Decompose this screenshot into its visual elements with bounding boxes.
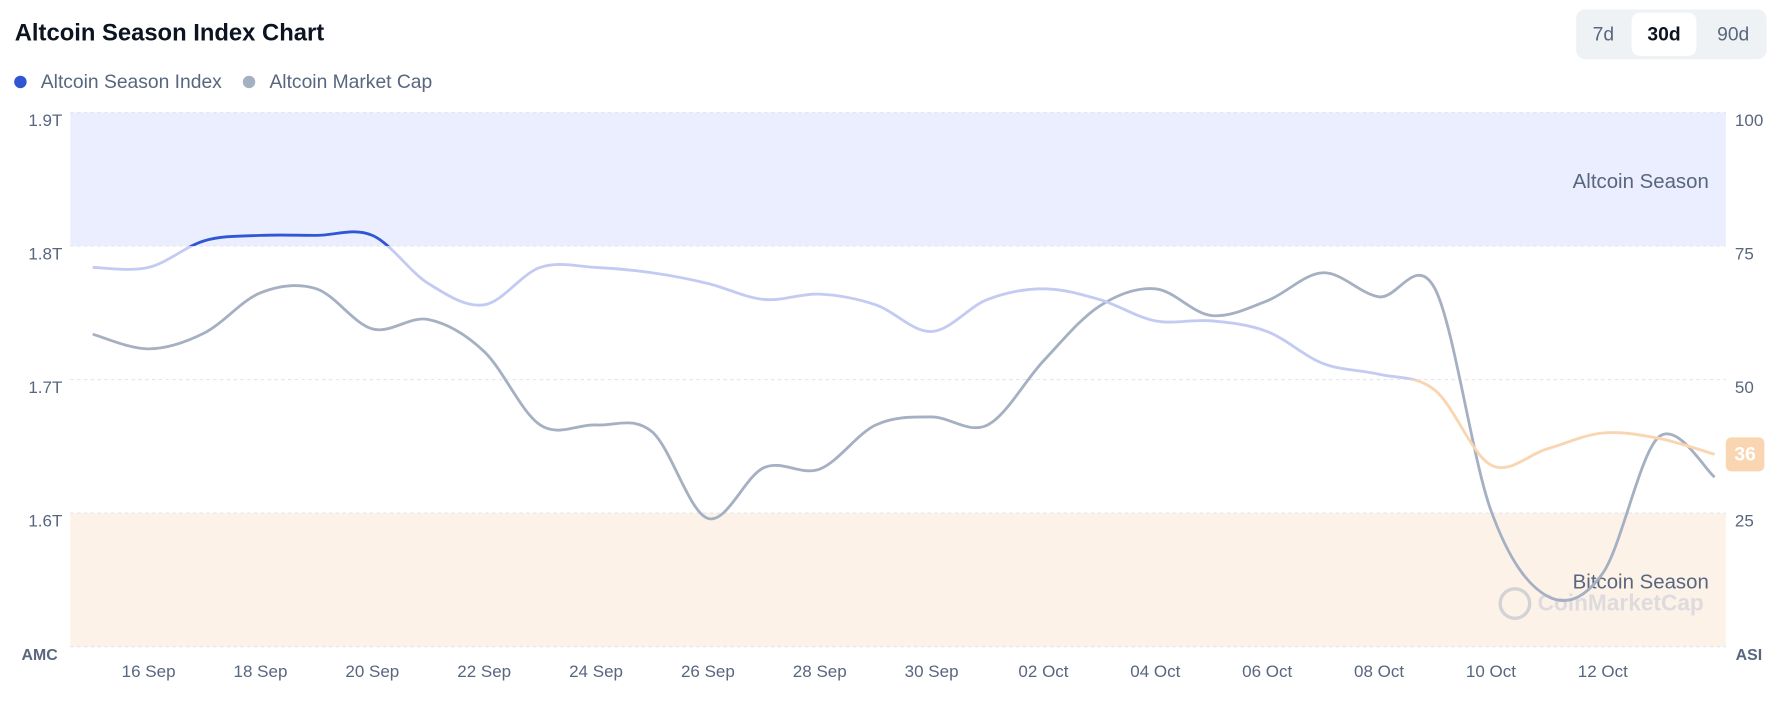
x-tick-label: 20 Sep [345,662,399,681]
x-tick-label: 12 Oct [1578,662,1628,681]
y-axis-label: AMC [22,647,59,664]
y2-tick-label: 75 [1735,245,1754,264]
y2-tick-label: 50 [1735,378,1754,397]
legend-label: Altcoin Season Index [41,72,222,93]
y-tick-label: 1.6T [28,512,62,531]
legend-marker [242,75,256,89]
current-value: 36 [1734,445,1756,466]
y2-axis-label: ASI [1736,647,1762,664]
x-tick-label: 26 Sep [681,662,735,681]
x-tick-label: 08 Oct [1354,662,1404,681]
y2-tick-label: 25 [1735,512,1754,531]
legend-marker [14,75,27,89]
chart-title: Altcoin Season Index Chart [15,20,324,47]
range-button-label[interactable]: 90d [1717,25,1749,46]
watermark: CoinMarketCap [1498,587,1704,620]
y2-tick-label: 100 [1735,111,1763,130]
legend-label: Altcoin Market Cap [269,72,432,93]
y-tick-label: 1.8T [28,245,62,264]
season-band [70,112,1726,247]
season-band [70,513,1726,647]
x-tick-label: 16 Sep [122,662,176,681]
range-button[interactable] [1631,12,1697,56]
range-button-label[interactable]: 7d [1593,25,1614,46]
x-tick-label: 06 Oct [1242,662,1292,681]
x-tick-label: 04 Oct [1130,662,1180,681]
band-label: Bitcoin Season [1573,572,1709,594]
y-tick-label: 1.7T [28,378,62,397]
x-tick-label: 24 Sep [569,662,623,681]
y-tick-label: 1.9T [28,111,62,130]
x-tick-label: 18 Sep [234,662,288,681]
current-badge [1725,437,1765,472]
watermark-text: CoinMarketCap [1538,590,1704,616]
range-button-label[interactable]: 30d [1647,25,1680,46]
x-tick-label: 30 Sep [905,662,959,681]
series-line [92,230,1716,469]
x-tick-label: 10 Oct [1466,662,1516,681]
series-line [92,271,1716,602]
x-tick-label: 22 Sep [457,662,511,681]
x-tick-label: 28 Sep [793,662,847,681]
x-tick-label: 02 Oct [1018,662,1068,681]
band-label: Altcoin Season [1573,171,1709,193]
